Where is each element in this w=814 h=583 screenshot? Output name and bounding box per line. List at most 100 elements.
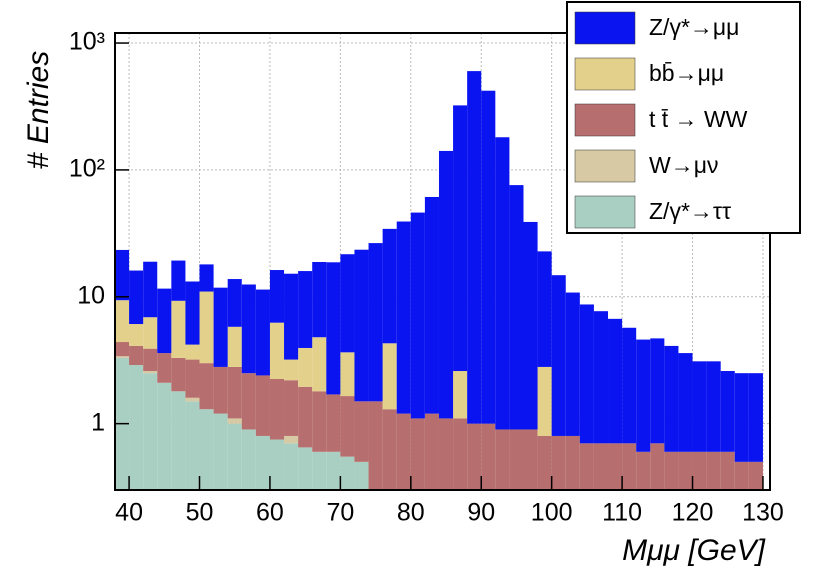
x-axis-label: Mμμ [GeV] (622, 534, 766, 567)
bar-segment (424, 413, 439, 490)
bar-segment (481, 90, 496, 424)
bar-segment (171, 300, 186, 358)
bar-segment (509, 185, 524, 430)
bar-segment (241, 284, 256, 374)
bar-segment (354, 461, 369, 490)
bar-segment (509, 429, 524, 490)
x-tick-label: 110 (602, 499, 642, 527)
bar-segment (692, 361, 707, 452)
bar-segment (298, 347, 313, 387)
x-tick-label: 100 (531, 499, 573, 527)
legend-label: t t̄ → WW (649, 106, 748, 132)
bar-segment (157, 382, 172, 490)
bar-segment (227, 418, 242, 424)
bar-segment (143, 261, 158, 318)
bar-segment (354, 249, 369, 402)
bar-segment (284, 380, 299, 436)
bar-segment (636, 339, 651, 452)
bar-segment (608, 443, 623, 490)
bar-segment (453, 418, 468, 490)
bar-segment (340, 254, 355, 353)
legend-swatch (574, 103, 636, 137)
bar-segment (213, 366, 228, 414)
bar-segment (185, 281, 200, 345)
plot-frame (114, 32, 771, 491)
bar-segment (129, 345, 144, 365)
bar-segment (622, 327, 637, 444)
bar-segment (537, 251, 552, 367)
bar-segment (368, 401, 383, 490)
legend-swatch (574, 11, 636, 45)
bar-segment (453, 105, 468, 372)
x-tick-label: 50 (186, 499, 214, 527)
bar-segment (551, 275, 566, 436)
bar-segment (650, 338, 665, 444)
legend-swatch (574, 149, 636, 183)
bar-segment (382, 409, 397, 490)
bar-segment (438, 418, 454, 490)
bar-segment (678, 353, 693, 452)
bar-segment (593, 443, 609, 490)
bar-segment (664, 451, 679, 490)
bar-segment (579, 304, 594, 444)
bar-segment (115, 356, 130, 358)
bar-segment (298, 271, 313, 348)
bar-segment (171, 391, 186, 490)
bars (115, 71, 763, 490)
bar-segment (255, 435, 270, 490)
bar-segment (692, 451, 707, 490)
bar-segment (312, 451, 327, 490)
x-tick-label: 120 (672, 499, 714, 527)
x-tick-label: 90 (467, 499, 495, 527)
bar-segment (157, 353, 172, 383)
bar-segment (720, 451, 735, 490)
bar-segment (284, 359, 299, 381)
bar-segment (227, 326, 242, 367)
bar-segment (115, 342, 130, 357)
bar-segment (523, 429, 538, 490)
bar-segment (185, 344, 200, 360)
bar-segment (340, 456, 355, 490)
bar-segment (129, 270, 144, 325)
bar-segment (227, 366, 242, 419)
bar-segment (255, 289, 270, 376)
bar-segment (185, 401, 200, 490)
bar-segment (495, 429, 510, 490)
bar-segment (171, 260, 186, 301)
bar-segment (565, 292, 580, 436)
legend-swatch (574, 195, 636, 229)
bar-segment (269, 439, 285, 490)
bar-segment (424, 196, 439, 414)
bar-segment (115, 249, 130, 301)
bar-segment (495, 137, 510, 430)
bar-segment (298, 447, 313, 490)
bar-segment (312, 391, 327, 452)
bar-segment (227, 279, 242, 327)
bar-segment (284, 443, 299, 490)
bar-segment (199, 409, 214, 490)
legend-label: Z/γ*→μμ (649, 14, 739, 40)
bar-segment (622, 443, 637, 490)
bar-segment (298, 386, 313, 448)
x-tick-label: 130 (742, 499, 784, 527)
bar-segment (467, 423, 482, 490)
bar-segment (269, 378, 285, 440)
bar-segment (664, 345, 679, 452)
y-tick-label: 10³ (69, 28, 105, 56)
bar-segment (199, 264, 214, 292)
bar-segment (269, 322, 285, 379)
bar-segment (143, 348, 158, 372)
bar-segment (467, 71, 482, 424)
legend-label: bb̄→μμ (649, 60, 724, 86)
bar-segment (706, 361, 721, 452)
legend-label: Z/γ*→ττ (649, 198, 731, 224)
bar-segment (481, 423, 496, 490)
bar-segment (326, 394, 341, 452)
bar-segment (636, 451, 651, 490)
bar-segment (199, 363, 214, 410)
bar-segment (608, 318, 623, 444)
bar-segment (382, 228, 397, 344)
bar-segment (593, 311, 609, 444)
bar-segment (284, 273, 299, 360)
